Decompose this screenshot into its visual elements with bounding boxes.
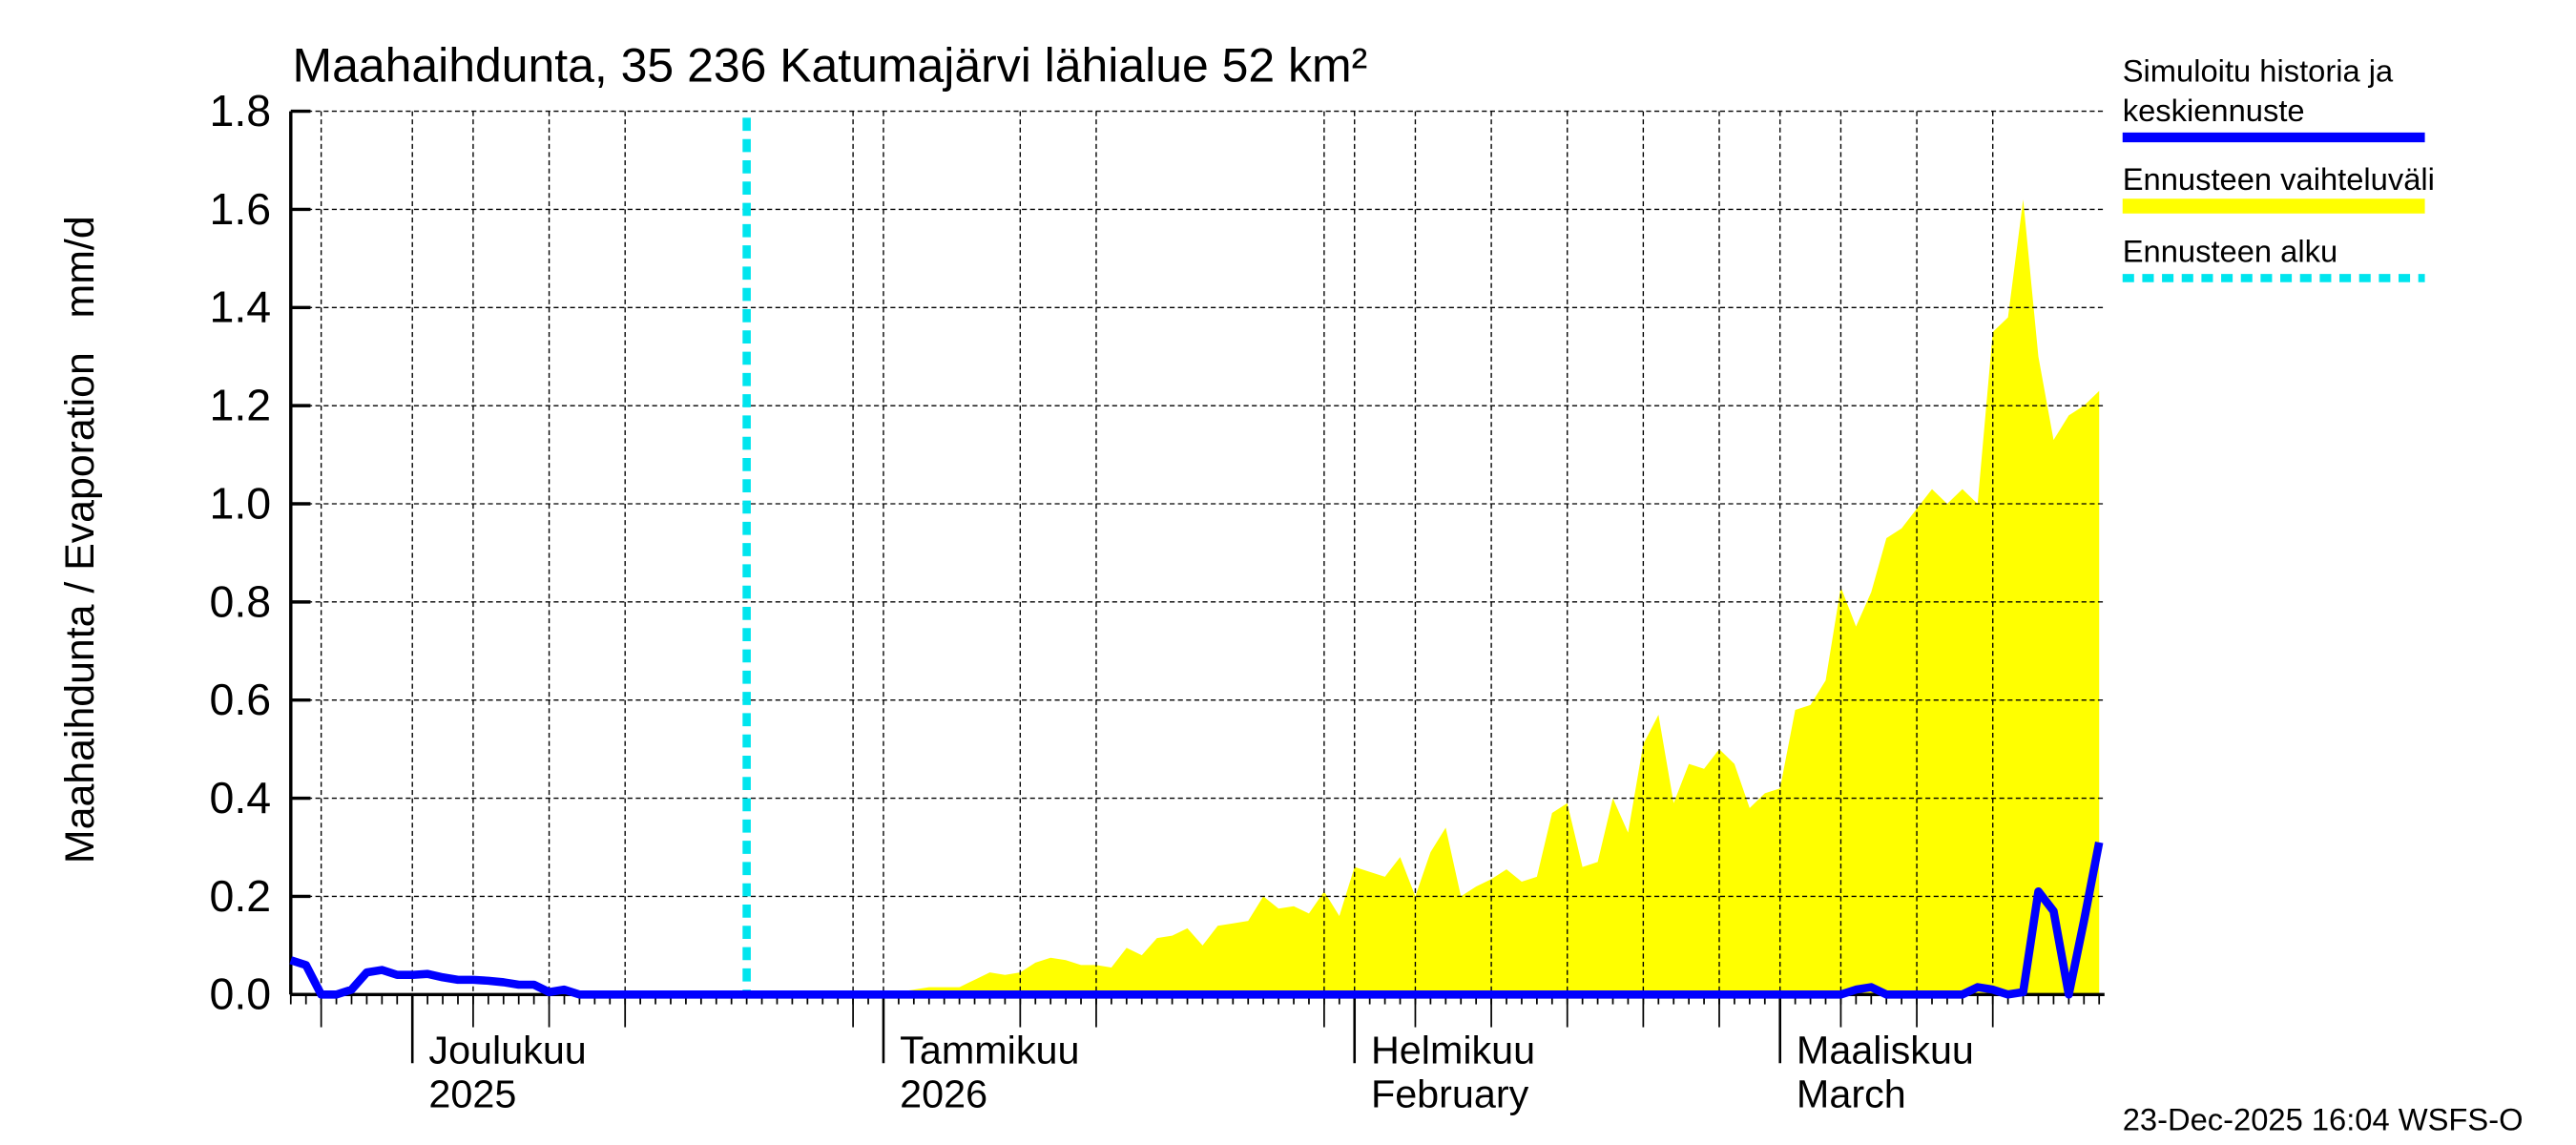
y-tick-label: 0.6: [210, 675, 272, 724]
x-month-label: Tammikuu: [900, 1028, 1079, 1072]
forecast-range-area: [883, 199, 2100, 995]
mean-forecast-line: [289, 842, 2104, 999]
y-tick-label: 0.8: [210, 576, 272, 626]
x-month-sublabel: 2026: [900, 1072, 987, 1116]
legend-label-range: Ennusteen vaihteluväli: [2123, 161, 2435, 197]
y-tick-label: 0.0: [210, 969, 272, 1019]
y-tick-label: 1.2: [210, 381, 272, 430]
x-month-sublabel: March: [1797, 1072, 1906, 1116]
x-month-label: Joulukuu: [428, 1028, 586, 1072]
legend-label-forecast-start: Ennusteen alku: [2123, 233, 2337, 268]
y-tick-label: 0.2: [210, 871, 272, 921]
mean-line: [289, 842, 2104, 999]
legend: Simuloitu historia ja keskiennuste Ennus…: [2123, 53, 2435, 282]
grid: [290, 110, 2105, 995]
x-month-sublabel: February: [1371, 1072, 1529, 1116]
x-month-label: Helmikuu: [1371, 1028, 1535, 1072]
y-tick-label: 1.0: [210, 479, 272, 529]
y-axis: 0.0 0.2 0.4 0.6 0.8 1.0 1.2 1.4 1.6 1.8: [210, 86, 311, 1019]
y-axis-label: Maahaihdunta / Evaporation mm/d: [57, 216, 103, 864]
y-tick-label: 1.6: [210, 184, 272, 234]
y-tick-label: 0.4: [210, 773, 272, 822]
y-tick-label: 1.4: [210, 282, 272, 332]
forecast-range-band: [883, 199, 2100, 995]
footer-timestamp: 23-Dec-2025 16:04 WSFS-O: [2123, 1102, 2524, 1137]
x-month-sublabel: 2025: [428, 1072, 516, 1116]
chart-title: Maahaihdunta, 35 236 Katumajärvi lähialu…: [293, 39, 1368, 93]
legend-label-mean-1: Simuloitu historia ja: [2123, 53, 2394, 89]
legend-label-mean-2: keskiennuste: [2123, 93, 2305, 128]
y-tick-label: 1.8: [210, 86, 272, 135]
x-month-label: Maaliskuu: [1797, 1028, 1974, 1072]
